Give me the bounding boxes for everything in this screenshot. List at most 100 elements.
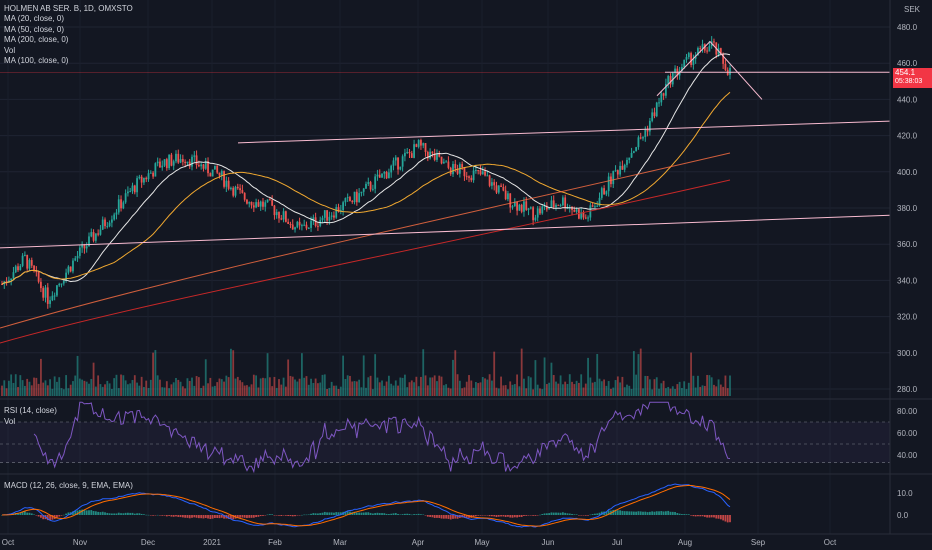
volume-bar [429,377,432,396]
macd-histogram-bar [619,510,622,515]
candle-body [433,153,436,160]
price-tick-label: 400.0 [897,168,918,177]
ma200-line [0,179,731,344]
volume-bar [275,387,278,396]
macd-histogram-bar [497,515,500,517]
candle-body [566,208,569,210]
grid [0,26,890,390]
candle-body [344,198,347,203]
candle-body [683,59,686,68]
macd-histogram-bar [259,515,262,517]
volume-bar [56,381,58,396]
candle-body [648,120,651,132]
candle-body [523,201,525,212]
candle-body [525,201,528,210]
price-tick-label: 440.0 [897,95,918,104]
candle-body [408,151,411,154]
volume-bar [681,388,683,396]
volume-bar [147,387,150,396]
legend: HOLMEN AB SER. B, 1D, OMXSTO MA (20, clo… [4,4,133,66]
volume-bar [113,378,116,396]
macd-histogram-bar [353,511,356,515]
macd-histogram-bar [722,515,725,521]
volume-bar [507,389,509,396]
candle-body [468,176,470,178]
volume-bar [497,388,500,396]
candle-body [690,53,692,65]
indicator-vol[interactable]: Vol [4,45,16,55]
indicator-ma200[interactable]: MA (200, close, 0) [4,35,69,45]
macd-histogram-bar [232,515,235,520]
volume-bar [646,376,649,396]
candle-body [616,170,619,175]
candle-body [591,205,594,207]
volume-bar [433,375,436,396]
candle-body [573,209,576,212]
candle-body [534,217,537,221]
moving-averages [0,53,731,344]
indicator-ma100[interactable]: MA (100, close, 0) [4,56,69,66]
macd-histogram-bar [186,515,189,518]
indicator-ma50[interactable]: MA (50, close, 0) [4,24,65,34]
signal-line [1,484,731,527]
macd-histogram-bar [630,511,633,515]
volume-bar [545,384,548,396]
volume-bar [197,377,200,396]
macd-histogram-bar [207,515,209,519]
volume-bar [26,378,29,396]
price-tick-label: 480.0 [897,23,918,32]
volume-bar [127,384,129,396]
volume-bar [426,385,429,396]
candle-body [484,171,486,176]
candle-body [291,224,294,230]
volume-bar [591,382,594,396]
candle-body [454,163,457,169]
volume-bar [383,385,386,396]
candle-body [287,221,290,224]
volume-bar [525,388,528,396]
candle-body [282,211,285,220]
volume-bar [529,377,532,396]
volume-bar [635,374,638,396]
candle-body [49,300,51,304]
volume-bar [520,348,523,396]
volume-bar [626,384,628,396]
macd-histogram-bar [328,512,331,515]
ma20-line [1,53,731,285]
volume-bar [230,348,232,396]
candle-body [644,129,647,138]
volume-bars [1,348,731,396]
candle-body [612,170,615,185]
volume-bar [214,385,216,396]
volume-bar [536,384,539,396]
macd-histogram-bar [381,513,383,515]
volume-bar [282,377,285,396]
volume-bar [211,386,214,396]
volume-bar [179,381,182,396]
candle-body [7,280,10,283]
rsi-label: RSI (14, close) [4,406,57,415]
candle-body [486,175,489,177]
candle-body [681,67,683,72]
volume-bar [53,376,56,396]
volume-bar [165,381,168,396]
volume-bar [85,381,88,396]
macd-histogram-bar [282,515,285,516]
candle-body [371,188,374,190]
indicator-ma20[interactable]: MA (20, close, 0) [4,14,65,24]
macd-histogram-bar [724,515,727,522]
macd-histogram-bar [310,513,312,515]
volume-bar [465,381,468,396]
volume-bar [81,379,84,396]
volume-bar [417,386,420,396]
volume-bar [422,349,425,396]
macd-histogram-bar [715,515,718,519]
candle-body [88,236,90,247]
candle-body [667,76,670,84]
volume-bar [129,383,132,396]
trendlines[interactable] [0,41,891,249]
volume-bar [559,375,562,396]
candle-body [600,188,603,198]
rsi-tick-label: 60.00 [897,429,918,438]
